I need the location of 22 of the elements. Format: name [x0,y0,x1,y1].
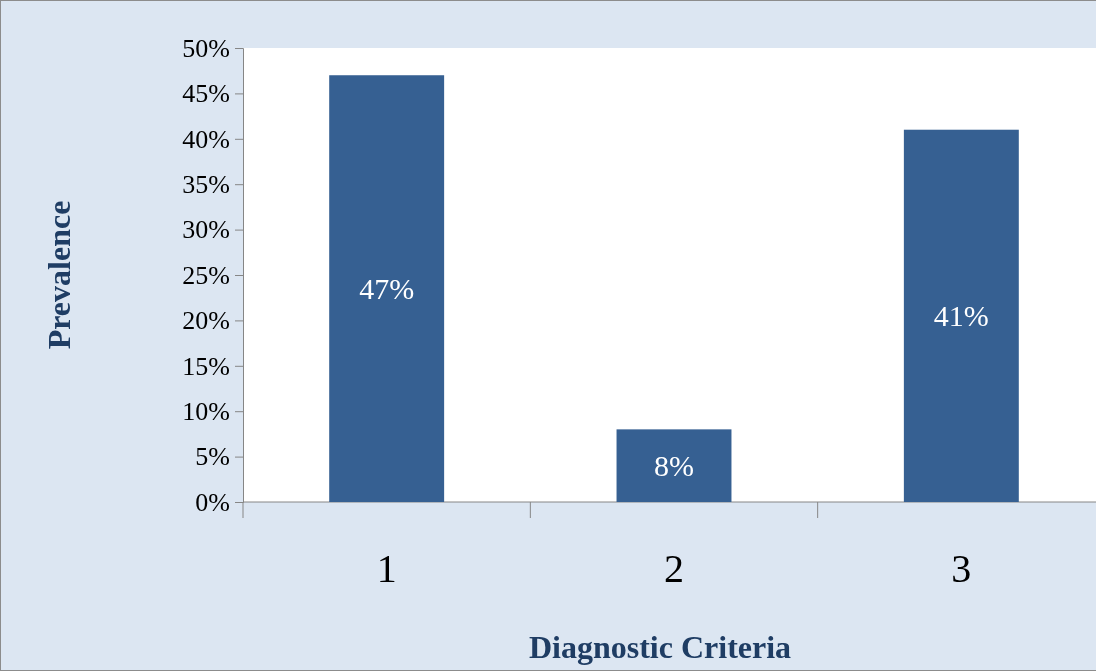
y-tick-label: 5% [195,442,230,472]
x-tick-label: 1 [376,546,397,591]
x-axis-title: Diagnostic Criteria [528,629,792,665]
y-tick-label: 20% [182,306,230,336]
y-tick-label: 15% [182,351,230,381]
y-axis-title: Prevalence [41,200,77,350]
y-tick-label: 50% [182,33,230,63]
y-tick-label: 35% [182,170,230,200]
y-tick-label: 30% [182,215,230,245]
y-tick-label: 40% [182,124,230,154]
x-tick-label: 3 [951,546,972,591]
data-label: 8% [654,448,694,482]
bar [329,75,445,502]
data-label: 41% [933,298,989,332]
bar [903,129,1019,502]
bar [616,429,732,502]
y-tick-label: 45% [182,79,230,109]
x-tick-label: 2 [664,546,684,591]
y-tick-label: 0% [195,487,230,517]
y-tick-label: 10% [182,397,230,427]
data-label: 47% [359,271,415,305]
y-tick-label: 25% [182,260,230,290]
